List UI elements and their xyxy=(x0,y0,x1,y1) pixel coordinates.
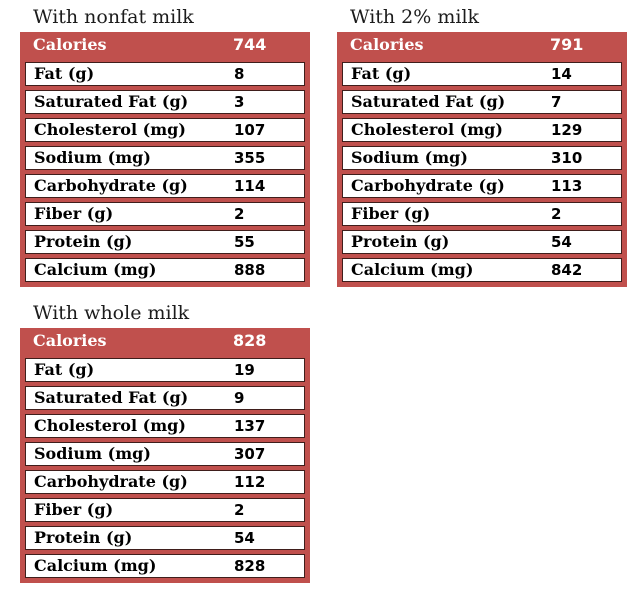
row-value: 129 xyxy=(551,121,583,139)
row-value: 7 xyxy=(551,93,562,111)
table-row: Sodium (mg) 355 xyxy=(25,146,305,170)
row-label: Calcium (mg) xyxy=(34,260,157,279)
row-label: Calcium (mg) xyxy=(351,260,474,279)
row-label: Carbohydrate (g) xyxy=(34,176,188,195)
row-label: Fat (g) xyxy=(351,64,412,83)
nutrition-table: Calories 744 Fat (g) 8 Saturated Fat (g) 3 C… xyxy=(20,32,310,287)
row-value: 3 xyxy=(234,93,245,111)
table-row: Protein (g) 55 xyxy=(25,230,305,254)
table-row: Saturated Fat (g) 3 xyxy=(25,90,305,114)
header-row-value: 791 xyxy=(550,35,584,54)
row-label: Sodium (mg) xyxy=(351,148,468,167)
row-value: 114 xyxy=(234,177,266,195)
row-label: Fat (g) xyxy=(34,360,95,379)
row-value: 54 xyxy=(551,233,572,251)
table-row: Fat (g) 8 xyxy=(25,62,305,86)
header-row-value: 744 xyxy=(233,35,267,54)
table-title: With 2% milk xyxy=(350,6,480,28)
table-header-row: Calories 791 xyxy=(342,32,622,58)
row-label: Saturated Fat (g) xyxy=(34,388,189,407)
row-value: 842 xyxy=(551,261,583,279)
table-row: Carbohydrate (g) 113 xyxy=(342,174,622,198)
row-label: Fiber (g) xyxy=(34,204,114,223)
table-row: Fiber (g) 2 xyxy=(25,202,305,226)
table-row: Saturated Fat (g) 7 xyxy=(342,90,622,114)
table-row: Saturated Fat (g) 9 xyxy=(25,386,305,410)
table-row: Fat (g) 19 xyxy=(25,358,305,382)
table-title: With whole milk xyxy=(33,302,190,324)
table-row: Fiber (g) 2 xyxy=(342,202,622,226)
row-label: Cholesterol (mg) xyxy=(34,120,186,139)
header-row-label: Calories xyxy=(350,35,424,54)
row-label: Protein (g) xyxy=(34,232,133,251)
row-label: Protein (g) xyxy=(351,232,450,251)
table-row: Cholesterol (mg) 107 xyxy=(25,118,305,142)
table-row: Cholesterol (mg) 137 xyxy=(25,414,305,438)
header-row-label: Calories xyxy=(33,35,107,54)
nutrition-table: Calories 828 Fat (g) 19 Saturated Fat (g) 9… xyxy=(20,328,310,583)
row-value: 55 xyxy=(234,233,255,251)
nutrition-table-group: With nonfat milk Calories 744 Fat (g) 8 Sa… xyxy=(20,6,310,287)
row-label: Protein (g) xyxy=(34,528,133,547)
row-value: 888 xyxy=(234,261,266,279)
row-label: Fiber (g) xyxy=(351,204,431,223)
row-value: 355 xyxy=(234,149,266,167)
row-value: 14 xyxy=(551,65,572,83)
row-label: Saturated Fat (g) xyxy=(34,92,189,111)
row-label: Carbohydrate (g) xyxy=(34,472,188,491)
table-row: Protein (g) 54 xyxy=(25,526,305,550)
table-row: Fiber (g) 2 xyxy=(25,498,305,522)
row-value: 112 xyxy=(234,473,266,491)
table-row: Cholesterol (mg) 129 xyxy=(342,118,622,142)
row-label: Sodium (mg) xyxy=(34,148,151,167)
row-value: 9 xyxy=(234,389,245,407)
table-row: Carbohydrate (g) 114 xyxy=(25,174,305,198)
table-header-row: Calories 828 xyxy=(25,328,305,354)
nutrition-table-group: With 2% milk Calories 791 Fat (g) 14 Satur… xyxy=(337,6,627,287)
row-value: 310 xyxy=(551,149,583,167)
header-row-value: 828 xyxy=(233,331,267,350)
row-value: 54 xyxy=(234,529,255,547)
row-label: Cholesterol (mg) xyxy=(34,416,186,435)
row-value: 2 xyxy=(234,205,245,223)
row-value: 113 xyxy=(551,177,583,195)
table-row: Calcium (mg) 888 xyxy=(25,258,305,282)
header-row-label: Calories xyxy=(33,331,107,350)
row-value: 107 xyxy=(234,121,266,139)
table-header-row: Calories 744 xyxy=(25,32,305,58)
row-value: 828 xyxy=(234,557,266,575)
table-row: Protein (g) 54 xyxy=(342,230,622,254)
table-row: Sodium (mg) 310 xyxy=(342,146,622,170)
row-label: Calcium (mg) xyxy=(34,556,157,575)
row-label: Fat (g) xyxy=(34,64,95,83)
row-label: Sodium (mg) xyxy=(34,444,151,463)
table-title: With nonfat milk xyxy=(33,6,194,28)
row-value: 137 xyxy=(234,417,266,435)
row-value: 2 xyxy=(234,501,245,519)
table-row: Sodium (mg) 307 xyxy=(25,442,305,466)
row-label: Saturated Fat (g) xyxy=(351,92,506,111)
row-value: 2 xyxy=(551,205,562,223)
row-label: Carbohydrate (g) xyxy=(351,176,505,195)
table-row: Calcium (mg) 828 xyxy=(25,554,305,578)
row-value: 8 xyxy=(234,65,245,83)
row-label: Cholesterol (mg) xyxy=(351,120,503,139)
row-value: 19 xyxy=(234,361,255,379)
table-row: Fat (g) 14 xyxy=(342,62,622,86)
row-label: Fiber (g) xyxy=(34,500,114,519)
table-row: Carbohydrate (g) 112 xyxy=(25,470,305,494)
nutrition-table: Calories 791 Fat (g) 14 Saturated Fat (g) 7… xyxy=(337,32,627,287)
row-value: 307 xyxy=(234,445,266,463)
table-row: Calcium (mg) 842 xyxy=(342,258,622,282)
nutrition-table-group: With whole milk Calories 828 Fat (g) 19 Sa… xyxy=(20,302,310,583)
